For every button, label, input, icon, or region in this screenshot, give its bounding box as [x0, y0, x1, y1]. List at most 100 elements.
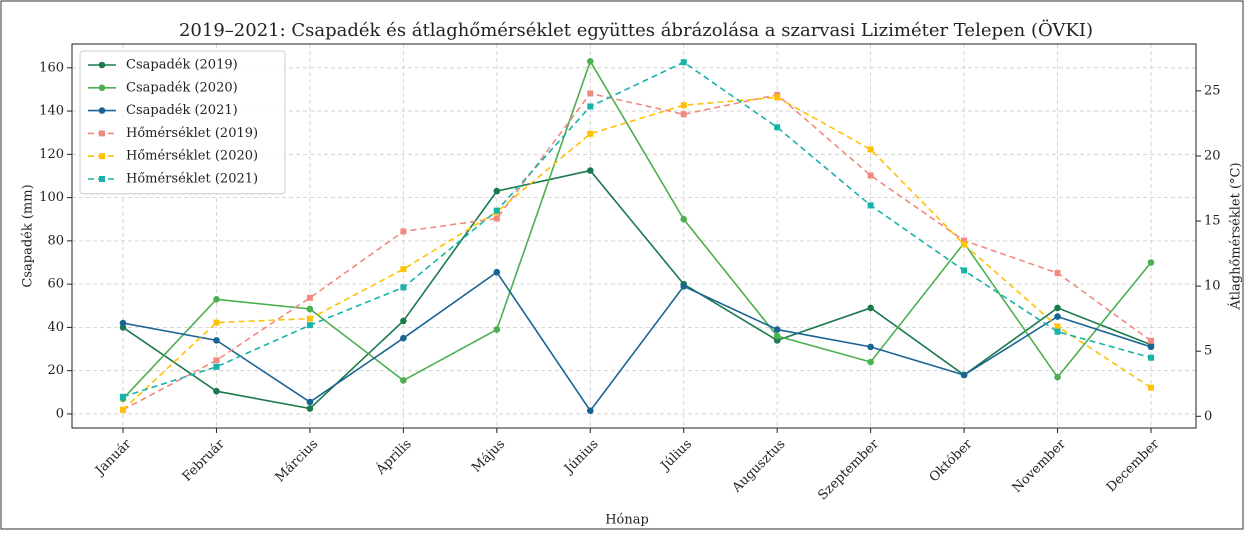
legend-label: Csapadék (2021)	[126, 103, 238, 118]
y-tick-label: 160	[39, 60, 64, 75]
marker	[587, 103, 594, 110]
marker	[1148, 337, 1154, 344]
y-tick-label: 100	[39, 190, 64, 205]
marker	[213, 295, 220, 303]
marker	[120, 393, 126, 400]
line	[122, 96, 1152, 411]
line	[122, 271, 1152, 413]
y2-tick-label: 5	[1204, 344, 1212, 359]
marker	[867, 358, 874, 366]
marker	[493, 207, 500, 214]
marker	[400, 284, 407, 291]
marker	[493, 268, 501, 276]
marker	[306, 398, 314, 406]
marker	[1054, 313, 1061, 320]
marker	[867, 343, 874, 351]
marker	[306, 322, 313, 329]
y2-tick-label: 25	[1204, 83, 1221, 98]
marker	[587, 130, 594, 137]
marker	[213, 363, 220, 370]
line	[122, 169, 1152, 410]
marker	[680, 59, 687, 66]
line	[122, 92, 1152, 411]
marker	[1054, 328, 1061, 335]
marker	[961, 241, 968, 248]
marker	[120, 406, 126, 413]
marker	[867, 146, 874, 153]
legend-marker	[98, 61, 106, 69]
marker	[960, 371, 968, 379]
y2-axis-label: Átlaghőmérséklet (°C)	[1228, 162, 1244, 310]
legend-marker	[99, 176, 105, 182]
marker	[961, 237, 968, 244]
marker	[1147, 259, 1155, 266]
marker	[213, 319, 220, 326]
y-tick-label: 0	[56, 406, 64, 421]
marker	[213, 357, 220, 364]
marker	[306, 294, 313, 301]
legend-marker	[98, 107, 106, 114]
y-tick-label: 40	[47, 320, 64, 335]
y-axis-label: Csapadék (mm)	[21, 184, 36, 287]
marker	[306, 315, 313, 322]
marker	[306, 305, 314, 313]
marker	[587, 90, 594, 97]
marker	[774, 124, 781, 131]
marker	[1148, 354, 1154, 361]
marker	[400, 228, 407, 235]
y-tick-label: 140	[39, 104, 64, 119]
legend-label: Csapadék (2020)	[126, 80, 238, 95]
marker	[867, 304, 874, 312]
legend	[79, 50, 286, 195]
y2-tick-label: 10	[1204, 279, 1221, 294]
y-tick-label: 80	[47, 233, 64, 248]
y2-tick-label: 20	[1204, 148, 1221, 163]
y-tick-label: 120	[39, 147, 64, 162]
line	[122, 59, 1152, 400]
marker	[493, 187, 501, 195]
legend-marker	[98, 84, 106, 92]
y2-tick-label: 15	[1204, 214, 1221, 229]
marker	[213, 337, 220, 344]
marker	[213, 387, 220, 395]
legend-label: Hőmérséklet (2021)	[126, 172, 258, 187]
marker	[493, 215, 500, 222]
marker	[1148, 384, 1154, 391]
plot-area	[71, 43, 1197, 429]
marker	[774, 94, 781, 101]
marker	[1054, 270, 1061, 277]
y-tick-label: 60	[47, 277, 64, 292]
marker	[400, 377, 407, 384]
legend-label: Hőmérséklet (2019)	[126, 126, 258, 141]
x-axis-label: Hónap	[605, 513, 649, 528]
marker	[586, 58, 594, 65]
marker	[493, 326, 501, 333]
legend-marker	[99, 130, 105, 137]
marker	[1147, 343, 1155, 351]
marker	[867, 202, 874, 209]
marker	[680, 282, 688, 290]
chart-title: 2019–2021: Csapadék és átlaghőmérséklet …	[179, 18, 1093, 41]
marker	[400, 317, 407, 325]
y2-tick-label: 0	[1204, 409, 1212, 424]
marker	[773, 332, 781, 340]
marker	[400, 266, 407, 273]
legend-label: Hőmérséklet (2020)	[126, 149, 258, 164]
marker	[1054, 323, 1061, 330]
grid	[72, 44, 1196, 428]
y-tick-label: 20	[47, 363, 64, 378]
marker	[306, 405, 314, 412]
marker	[586, 167, 594, 174]
marker	[680, 102, 687, 109]
marker	[400, 334, 407, 342]
legend-marker	[99, 153, 105, 160]
marker	[1054, 373, 1061, 381]
marker	[586, 407, 594, 414]
marker	[1054, 304, 1061, 312]
marker	[680, 215, 688, 223]
marker	[773, 326, 781, 333]
marker	[680, 111, 687, 118]
marker	[961, 267, 968, 274]
marker	[867, 172, 874, 179]
